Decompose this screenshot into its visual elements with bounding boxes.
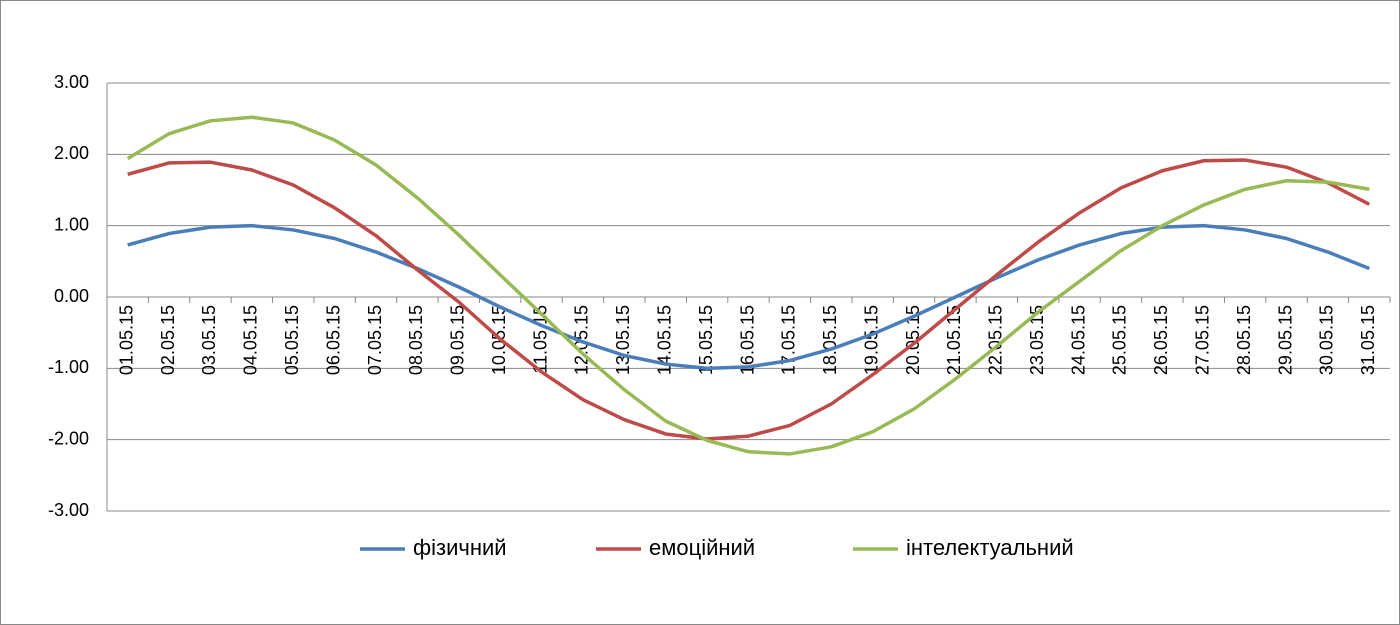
x-tick-label: 06.05.15 — [323, 305, 343, 375]
x-tick-label: 27.05.15 — [1193, 305, 1213, 375]
x-tick-label: 03.05.15 — [199, 305, 219, 375]
x-tick-label: 20.05.15 — [903, 305, 923, 375]
x-tick-label: 07.05.15 — [365, 305, 385, 375]
legend-label: фізичний — [413, 535, 507, 560]
x-tick-label: 24.05.15 — [1068, 305, 1088, 375]
x-tick-label: 05.05.15 — [282, 305, 302, 375]
series-line — [126, 115, 1370, 456]
x-tick-label: 09.05.15 — [448, 305, 468, 375]
x-tick-label: 19.05.15 — [861, 305, 881, 375]
y-tick-label: 2.00 — [54, 143, 89, 163]
x-tick-label: 26.05.15 — [1151, 305, 1171, 375]
series-line — [127, 158, 1371, 441]
x-tick-label: 30.05.15 — [1317, 305, 1337, 375]
legend-label: емоційний — [649, 535, 755, 560]
x-tick-label: 28.05.15 — [1234, 305, 1254, 375]
y-tick-label: 1.00 — [54, 214, 89, 234]
y-tick-label: -3.00 — [48, 500, 89, 520]
x-tick-label: 17.05.15 — [779, 305, 799, 375]
x-tick-label: 14.05.15 — [654, 305, 674, 375]
x-tick-label: 21.05.15 — [944, 305, 964, 375]
y-tick-label: 0.00 — [54, 286, 89, 306]
y-tick-label: -2.00 — [48, 428, 89, 448]
legend-label: інтелектуальний — [906, 535, 1074, 560]
x-tick-label: 04.05.15 — [241, 305, 261, 375]
x-tick-label: 16.05.15 — [737, 305, 757, 375]
x-tick-label: 31.05.15 — [1358, 305, 1378, 375]
y-tick-label: -1.00 — [48, 357, 89, 377]
x-tick-label: 08.05.15 — [406, 305, 426, 375]
x-tick-label: 23.05.15 — [1027, 305, 1047, 375]
y-tick-label: 3.00 — [54, 72, 89, 92]
x-tick-label: 02.05.15 — [158, 305, 178, 375]
x-tick-label: 01.05.15 — [116, 305, 136, 375]
x-tick-label: 13.05.15 — [613, 305, 633, 375]
x-tick-label: 22.05.15 — [986, 305, 1006, 375]
x-tick-label: 18.05.15 — [820, 305, 840, 375]
x-tick-label: 29.05.15 — [1275, 305, 1295, 375]
x-tick-label: 25.05.15 — [1110, 305, 1130, 375]
x-tick-label: 15.05.15 — [696, 305, 716, 375]
